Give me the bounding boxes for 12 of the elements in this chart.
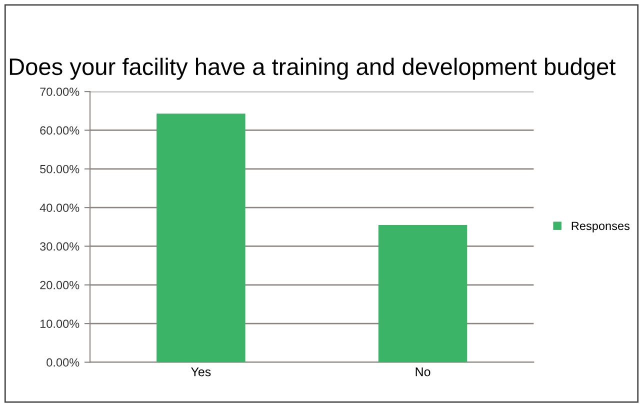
y-tick-label: 40.00%	[40, 204, 80, 212]
x-tick-label: Yes	[191, 368, 211, 376]
y-tick-label: 0.00%	[46, 358, 80, 367]
y-tick-label: 20.00%	[40, 280, 80, 290]
x-tick-label: No	[416, 368, 430, 376]
legend-label: Responses	[572, 222, 630, 232]
y-tick-label: 60.00%	[40, 126, 80, 135]
y-tick-label: 10.00%	[40, 320, 80, 328]
y-tick-label: 30.00%	[40, 242, 80, 251]
y-tick-label: 70.00%	[40, 88, 80, 96]
chart-title: Does your facility have a training and development budget	[10, 58, 616, 80]
y-tick-label: 50.00%	[40, 164, 80, 174]
